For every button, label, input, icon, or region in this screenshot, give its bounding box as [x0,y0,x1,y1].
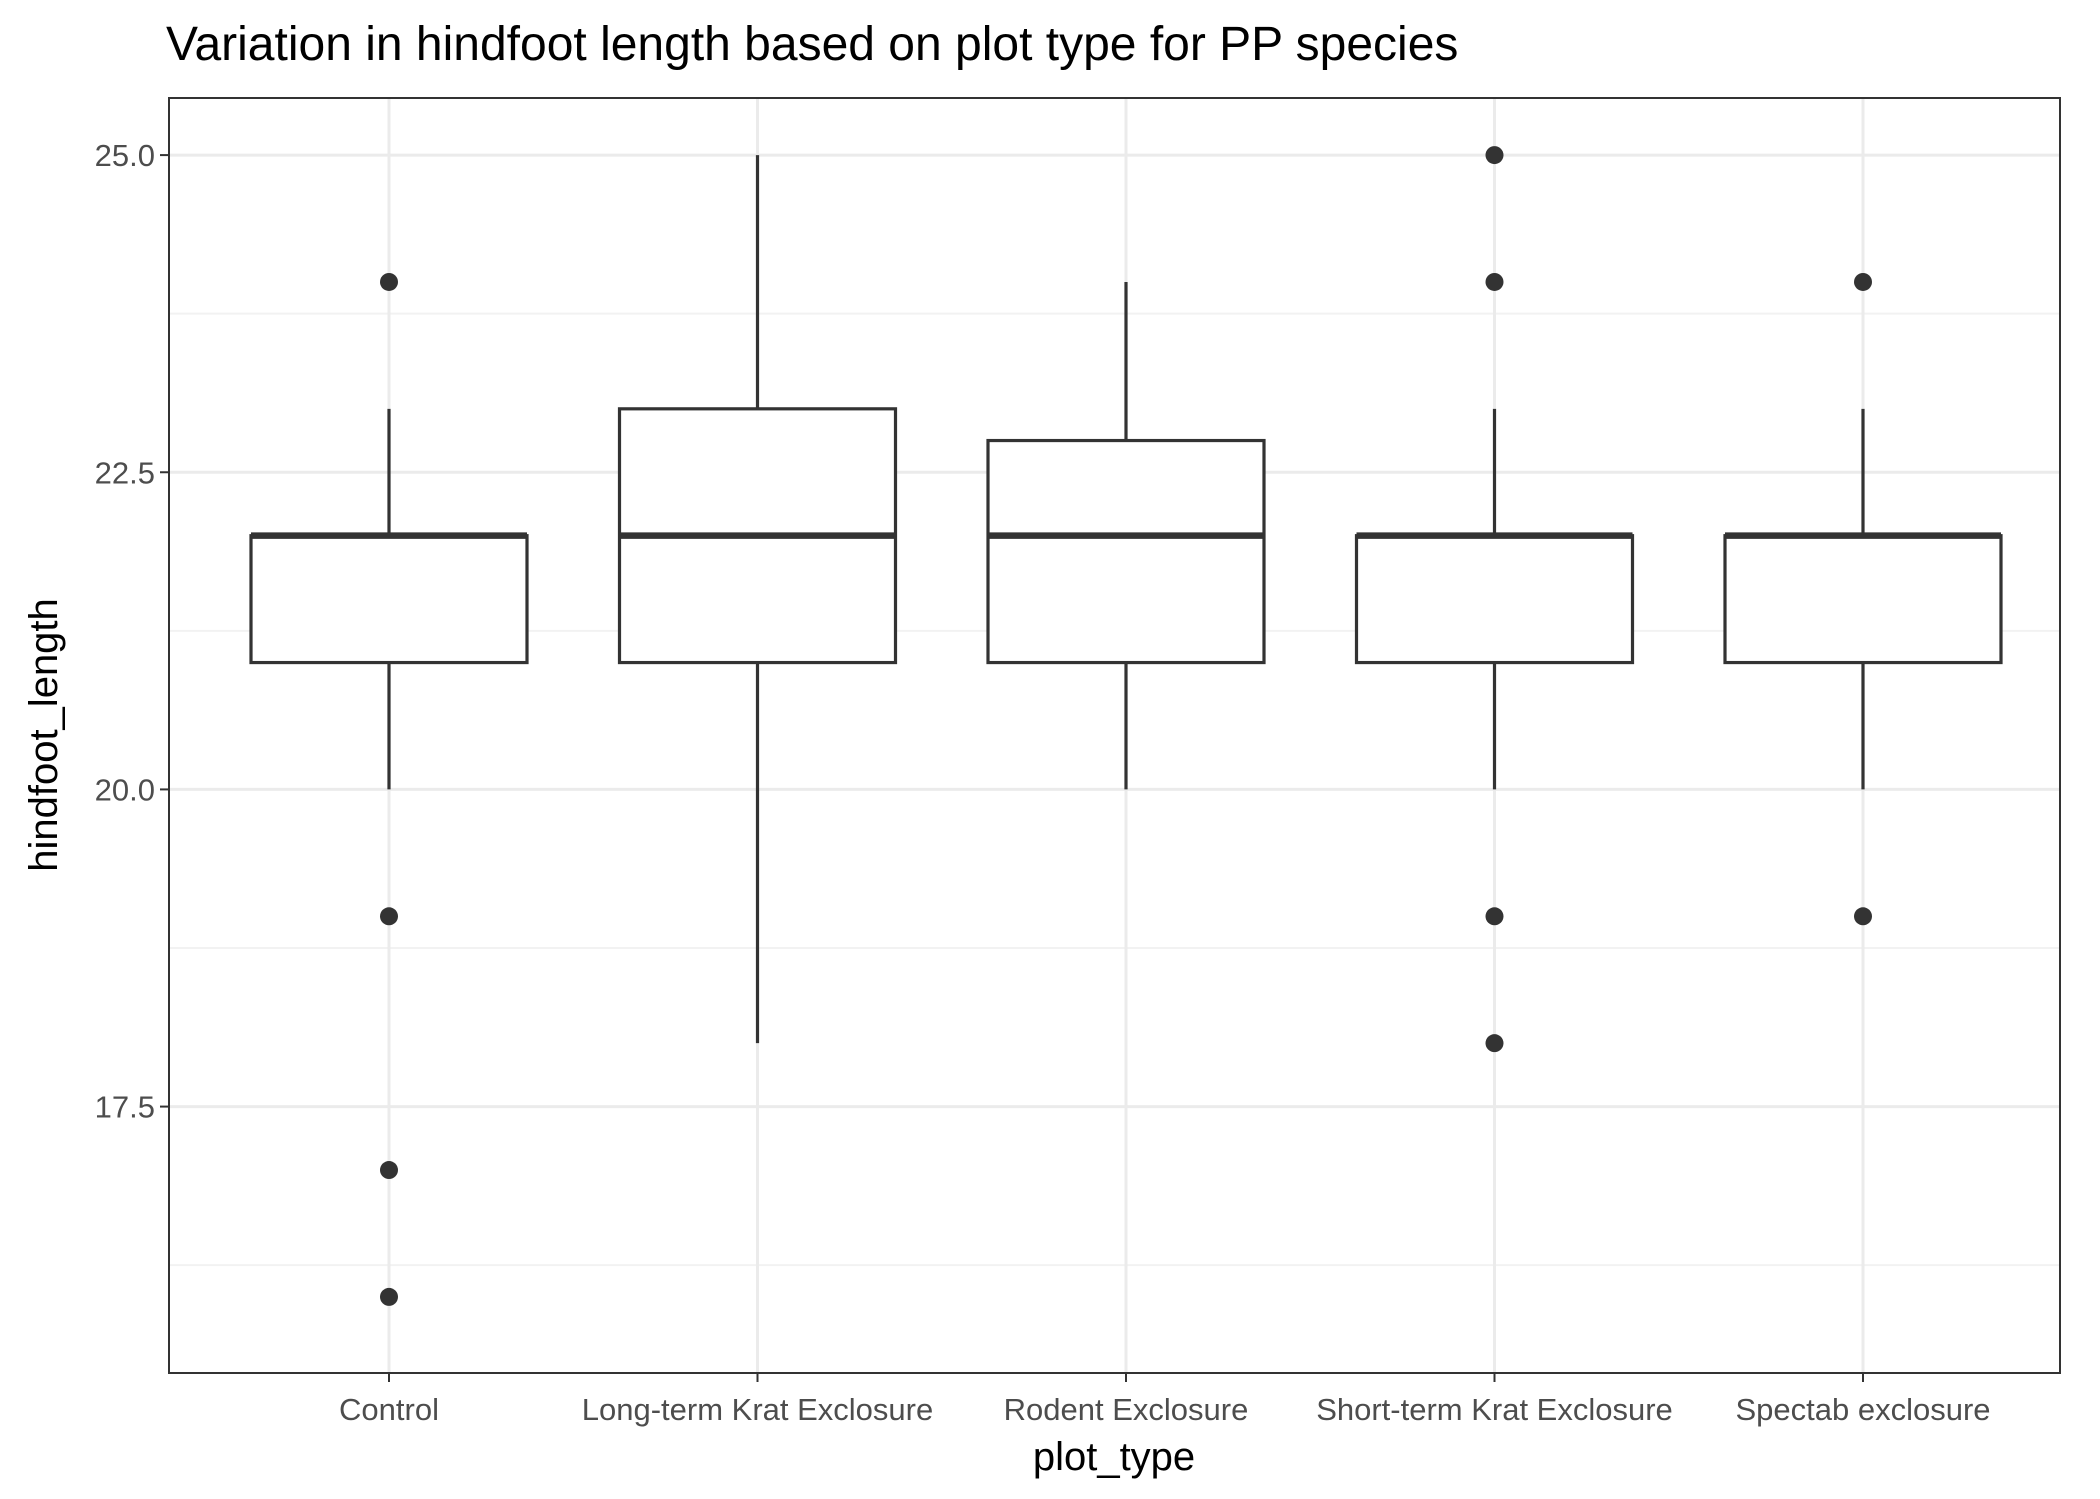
x-tick-label: Long-term Krat Exclosure [582,1392,933,1427]
outlier-points [380,146,1872,1306]
axes: 17.5 20.0 22.5 25.0 Control Long-term Krat Ex… [95,138,1991,1427]
outlier-point [1485,907,1504,926]
outlier-point [1485,146,1504,165]
y-tick-label: 22.5 [95,455,155,490]
outlier-point [1485,272,1504,291]
outlier-point [380,907,398,926]
x-tick-label: Rodent Exclosure [1004,1392,1249,1427]
outlier-point [1854,907,1872,926]
outlier-point [380,1161,398,1180]
box-iqr [986,438,1266,665]
box-iqr [1723,534,2003,665]
boxes [249,155,2003,1044]
chart-title: Variation in hindfoot length based on pl… [166,18,1458,71]
box-control [249,408,529,790]
outlier-point [1854,272,1872,291]
grid-lines [169,98,2060,1373]
x-tick-label: Control [339,1392,439,1427]
y-tick-label: 20.0 [95,772,155,807]
x-axis-title: plot_type [1033,1435,1195,1479]
x-tick-label: Short-term Krat Exclosure [1316,1392,1673,1427]
y-tick-label: 25.0 [95,138,155,173]
y-axis-title: hindfoot_length [22,598,66,872]
box-rodent-exclosure [986,281,1266,790]
outlier-point [380,272,398,291]
y-tick-label: 17.5 [95,1090,155,1125]
box-iqr [249,534,529,665]
box-long-term-krat-exclosure [617,155,898,1044]
x-tick-label: Spectab exclosure [1735,1392,1990,1427]
box-spectab-exclosure [1723,408,2003,790]
outlier-point [1485,1034,1504,1053]
outlier-point [380,1287,398,1306]
box-short-term-krat-exclosure [1354,408,1635,790]
box-iqr [1354,534,1635,665]
panel-border [168,97,2061,1374]
